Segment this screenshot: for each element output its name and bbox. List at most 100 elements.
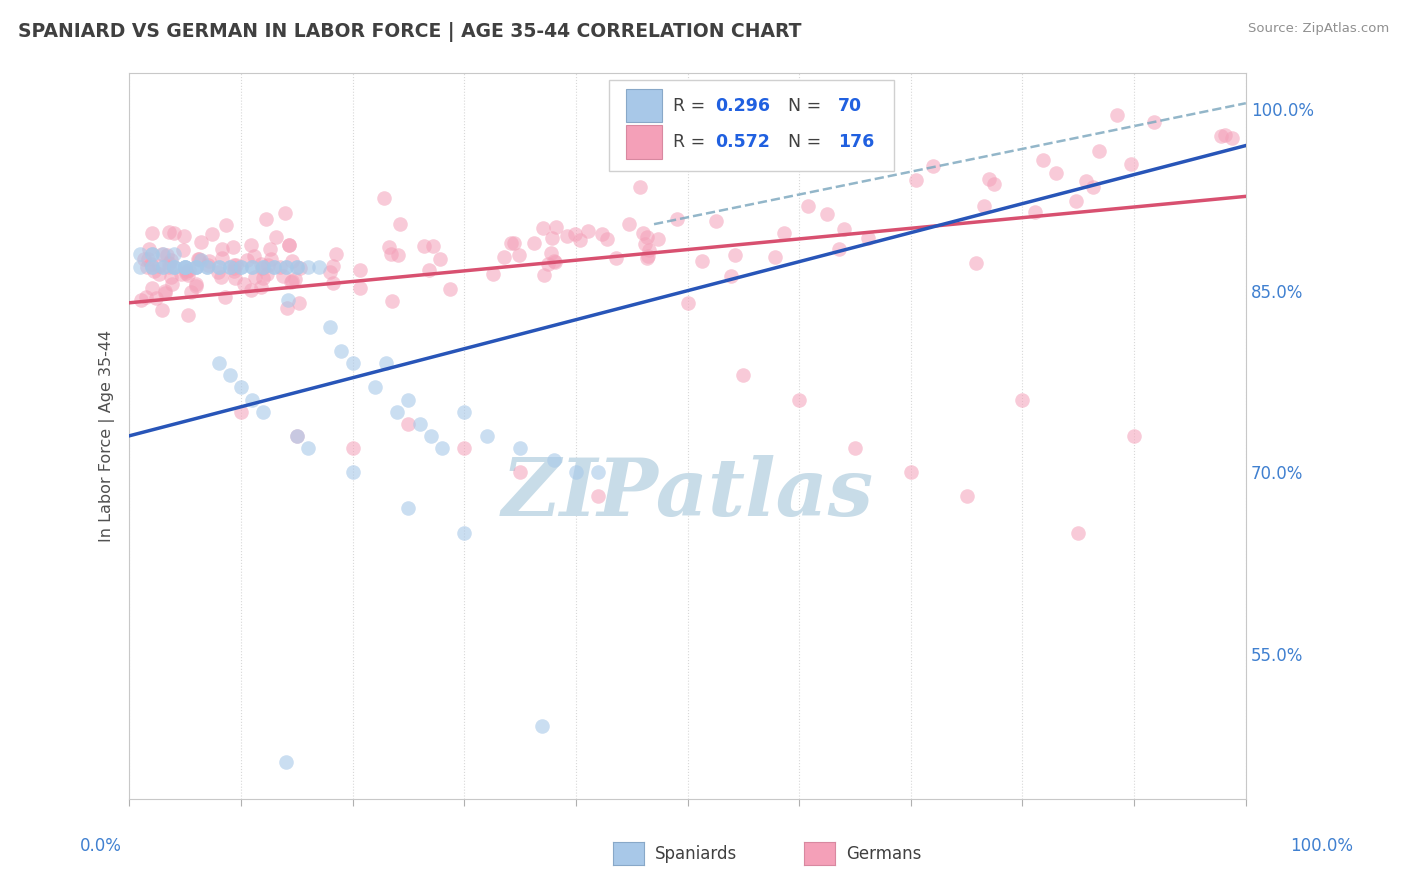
Point <box>233 277 256 291</box>
Point <box>492 250 515 264</box>
Point <box>179 263 201 277</box>
Point <box>152 260 174 274</box>
Point <box>676 295 699 310</box>
Point <box>565 465 588 479</box>
Point <box>141 260 163 274</box>
Point <box>665 212 688 227</box>
Point <box>148 267 170 281</box>
Point <box>190 235 212 249</box>
Point <box>965 255 987 269</box>
Point <box>605 252 627 266</box>
Point <box>177 308 200 322</box>
Text: N =: N = <box>778 133 827 151</box>
Point <box>197 258 219 272</box>
Point <box>1067 525 1090 540</box>
Text: Spaniards: Spaniards <box>655 845 737 863</box>
Point <box>349 262 371 277</box>
Point <box>229 260 252 274</box>
FancyBboxPatch shape <box>626 89 662 122</box>
Text: 0.572: 0.572 <box>716 133 770 151</box>
Point <box>229 404 252 418</box>
Point <box>330 344 353 359</box>
Point <box>349 281 371 295</box>
Point <box>429 252 451 267</box>
Point <box>281 253 304 268</box>
Point <box>1045 166 1067 180</box>
Point <box>240 237 263 252</box>
Point <box>983 177 1005 191</box>
Point <box>318 265 340 279</box>
Point <box>160 277 183 292</box>
Point <box>141 281 163 295</box>
Point <box>921 159 943 173</box>
Point <box>543 255 565 269</box>
Point <box>277 238 299 252</box>
Point <box>252 404 274 418</box>
Point <box>143 263 166 277</box>
Point <box>543 253 565 268</box>
Text: 0.0%: 0.0% <box>80 837 122 855</box>
Point <box>252 270 274 285</box>
Point <box>509 465 531 479</box>
Point <box>174 260 197 274</box>
Text: Germans: Germans <box>846 845 922 863</box>
Point <box>229 260 252 274</box>
Point <box>1143 115 1166 129</box>
Point <box>215 219 238 233</box>
Point <box>564 227 586 241</box>
Point <box>342 465 364 479</box>
Point <box>1121 157 1143 171</box>
Point <box>418 263 440 277</box>
Point <box>141 226 163 240</box>
Point <box>373 191 395 205</box>
Point <box>263 260 285 274</box>
Point <box>540 246 562 260</box>
Point <box>389 217 412 231</box>
Point <box>1123 429 1146 443</box>
Point <box>136 260 159 275</box>
Point <box>141 247 163 261</box>
Point <box>586 465 609 479</box>
Point <box>163 260 186 274</box>
Point <box>578 224 600 238</box>
Point <box>174 266 197 280</box>
Point <box>569 233 592 247</box>
Point <box>828 242 851 256</box>
Text: 70: 70 <box>838 96 862 115</box>
Point <box>381 293 404 308</box>
Point <box>197 260 219 274</box>
Point <box>280 275 302 289</box>
Point <box>412 238 434 252</box>
Point <box>250 257 273 271</box>
Point <box>129 260 152 274</box>
Text: ZIPatlas: ZIPatlas <box>502 455 873 533</box>
Point <box>139 257 162 271</box>
Point <box>364 380 387 394</box>
Point <box>720 268 742 283</box>
Point <box>297 441 319 455</box>
Point <box>252 260 274 274</box>
Point <box>152 246 174 260</box>
Point <box>173 229 195 244</box>
Point <box>1032 153 1054 168</box>
Point <box>636 229 658 244</box>
Point <box>254 211 277 226</box>
Point <box>160 270 183 285</box>
Point <box>150 302 173 317</box>
Point <box>224 271 246 285</box>
Point <box>531 719 554 733</box>
Point <box>832 222 855 236</box>
Point <box>475 429 498 443</box>
Point <box>243 269 266 284</box>
Point <box>129 247 152 261</box>
Point <box>319 320 342 334</box>
Point <box>138 242 160 256</box>
Point <box>1088 144 1111 158</box>
Point <box>706 213 728 227</box>
Point <box>408 417 430 431</box>
Point <box>236 253 259 268</box>
Point <box>285 260 308 274</box>
Point <box>276 301 298 316</box>
Point <box>145 291 167 305</box>
Point <box>163 247 186 261</box>
